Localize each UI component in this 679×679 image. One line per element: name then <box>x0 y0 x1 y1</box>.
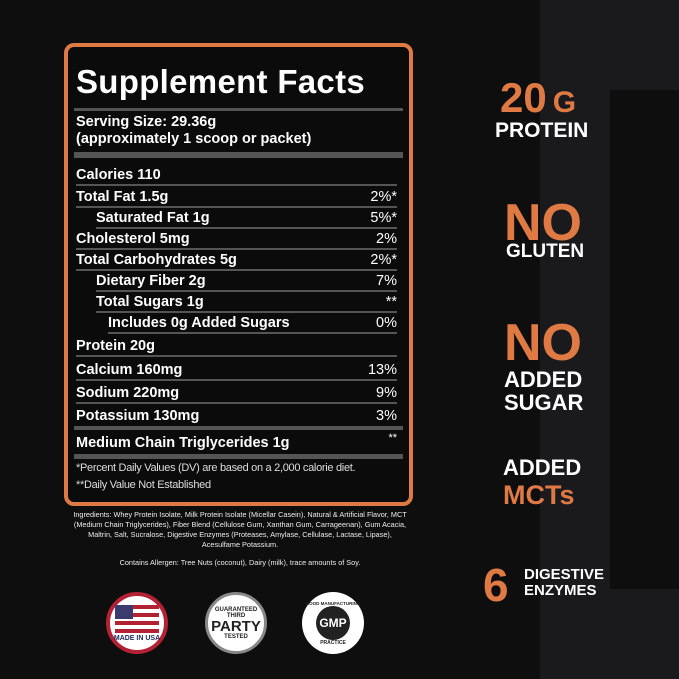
row-label: Total Fat 1.5g <box>76 189 169 205</box>
footnote-not-established: **Daily Value Not Established <box>76 479 211 491</box>
facts-row: Includes 0g Added Sugars 0% <box>108 313 397 334</box>
facts-row: Calcium 160mg 13% <box>76 360 397 381</box>
protein-number: 20 <box>500 74 547 121</box>
row-label: Dietary Fiber 2g <box>96 273 206 289</box>
allergen-text: Contains Allergen: Tree Nuts (coconut), … <box>119 558 361 567</box>
row-label: Cholesterol 5mg <box>76 231 190 247</box>
badge-text: MADE IN USA <box>113 634 161 642</box>
claim-gluten-label: GLUTEN <box>506 241 585 262</box>
facts-row: Sodium 220mg 9% <box>76 383 397 404</box>
ingredients-block: Ingredients: Whey Protein Isolate, Milk … <box>72 510 408 568</box>
facts-row: Dietary Fiber 2g 7% <box>96 271 397 292</box>
row-value: 5%* <box>370 210 397 226</box>
facts-row: Saturated Fat 1g 5%* <box>96 208 397 229</box>
third-party-tested-badge: GUARANTEED THIRD PARTY TESTED <box>205 592 267 654</box>
row-value: 3% <box>376 408 397 424</box>
row-label: Saturated Fat 1g <box>96 210 210 226</box>
facts-row: Calories 110 <box>76 161 397 186</box>
claim-gluten-no: NO <box>504 194 582 252</box>
claim-sugar-no: NO <box>504 314 582 372</box>
claim-sugar-l2: SUGAR <box>504 390 584 415</box>
serving-size: Serving Size: 29.36g <box>76 114 217 130</box>
divider <box>74 152 403 158</box>
protein-unit: G <box>552 86 577 119</box>
ingredients-text: Ingredients: Whey Protein Isolate, Milk … <box>73 510 407 549</box>
facts-row: Total Sugars 1g ** <box>96 292 397 313</box>
row-value: 9% <box>376 385 397 401</box>
row-label: Protein 20g <box>76 338 155 354</box>
row-label: Calories 110 <box>76 167 161 183</box>
row-label: Medium Chain Triglycerides 1g <box>76 435 290 451</box>
badge-text: GOOD MANUFACTURING <box>305 600 361 606</box>
flag-icon <box>115 604 159 633</box>
facts-row: Cholesterol 5mg 2% <box>76 229 397 250</box>
badge-text: GMP <box>316 605 350 640</box>
badge-text: THIRD <box>226 612 246 619</box>
badge-text: GUARANTEED <box>214 606 258 613</box>
row-value: 0% <box>376 315 397 331</box>
row-value: 13% <box>367 362 397 378</box>
facts-row: Total Carbohydrates 5g 2%* <box>76 250 397 271</box>
row-value: 7% <box>376 273 397 289</box>
claim-mct-l1: ADDED <box>503 455 582 480</box>
facts-row: Protein 20g <box>76 336 397 357</box>
row-value: ** <box>385 294 397 310</box>
claim-sugar-l1: ADDED <box>504 367 583 392</box>
background-logo-shape <box>540 0 679 679</box>
row-label: Sodium 220mg <box>76 385 180 401</box>
claim-enzymes-l1: DIGESTIVE <box>524 566 605 583</box>
claim-enzymes-number: 6 <box>483 559 509 611</box>
row-label: Potassium 130mg <box>76 408 200 424</box>
row-label: Total Carbohydrates 5g <box>76 252 237 268</box>
badge-text: TESTED <box>224 633 248 640</box>
made-in-usa-badge: MADE IN USA <box>106 592 168 654</box>
claim-mct-l2: MCTs <box>503 480 575 510</box>
divider <box>74 454 403 459</box>
claim-protein-amount: 20 G <box>500 74 576 122</box>
row-label: Total Sugars 1g <box>96 294 204 310</box>
gmp-badge: GOOD MANUFACTURING GMP PRACTICE <box>302 592 364 654</box>
row-label: Calcium 160mg <box>76 362 183 378</box>
badge-text: PRACTICE <box>320 639 346 646</box>
divider <box>74 108 403 111</box>
row-value: 2%* <box>370 189 397 205</box>
row-label: Includes 0g Added Sugars <box>108 315 290 331</box>
badge-text: PARTY <box>211 617 261 635</box>
supplement-facts-panel: Supplement Facts Serving Size: 29.36g (a… <box>64 43 413 506</box>
row-value: ** <box>388 432 397 444</box>
footnote-dv: *Percent Daily Values (DV) are based on … <box>76 462 356 474</box>
row-value: 2%* <box>370 252 397 268</box>
facts-row: Medium Chain Triglycerides 1g ** <box>76 428 397 452</box>
claim-enzymes-l2: ENZYMES <box>524 582 597 599</box>
facts-row: Potassium 130mg 3% <box>76 404 397 425</box>
row-value: 2% <box>376 231 397 247</box>
claim-protein-label: PROTEIN <box>495 119 589 142</box>
serving-note: (approximately 1 scoop or packet) <box>76 131 312 147</box>
divider <box>74 426 403 430</box>
facts-title: Supplement Facts <box>76 63 366 100</box>
facts-row: Total Fat 1.5g 2%* <box>76 187 397 208</box>
